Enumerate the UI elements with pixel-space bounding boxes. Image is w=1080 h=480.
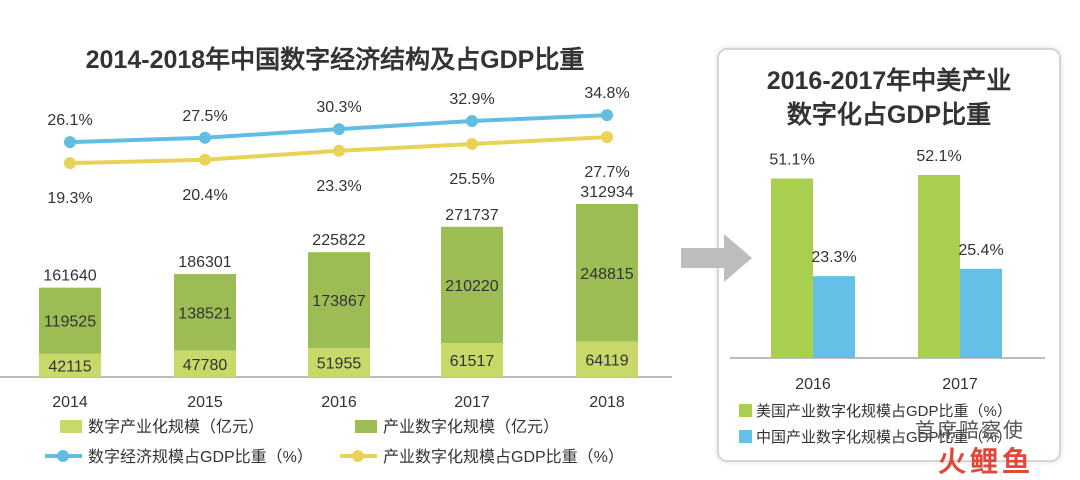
comparison-title-line-1: 2016-2017年中美产业 [766, 67, 1012, 95]
data-label-upper: 248815 [580, 266, 633, 283]
legend-label: 产业数字化规模占GDP比重（%） [383, 448, 624, 466]
legend-label: 中国产业数字化规模占GDP比重（%） [756, 429, 1012, 446]
line-data-label: 32.9% [449, 91, 494, 108]
bar-segment-digital-industrialization [441, 342, 503, 377]
bar-segment-digital-industrialization [39, 353, 101, 377]
watermark-line-2: 火鲤鱼 [938, 445, 1035, 478]
data-label-total: 161640 [43, 268, 96, 285]
line-point [601, 131, 613, 144]
line-data-label: 20.4% [182, 187, 227, 204]
legend-marker-blue [57, 450, 69, 462]
right-x-tick-label: 2017 [942, 376, 978, 393]
line-point [333, 123, 345, 136]
data-label-total: 186301 [178, 254, 231, 271]
watermark-line-1: 首席赔察使 [915, 418, 1025, 442]
legend-marker-yellow [352, 450, 364, 462]
bar-segment-industrial-digitization [174, 274, 236, 351]
legend-label: 产业数字化规模（亿元） [383, 418, 559, 436]
main-chart-title: 2014-2018年中国数字经济结构及占GDP比重 [85, 46, 585, 74]
bar-segment-digital-industrialization [576, 341, 638, 377]
bar-segment-industrial-digitization [441, 226, 503, 343]
bar-us-share [771, 178, 813, 358]
line-point [466, 115, 478, 128]
line-point [333, 144, 345, 157]
comparison-title-line-2: 数字化占GDP比重 [786, 101, 992, 129]
bar-segment-industrial-digitization [39, 287, 101, 354]
legend-swatch-china [739, 430, 752, 443]
x-tick-label: 2017 [454, 394, 490, 411]
legend-label: 数字经济规模占GDP比重（%） [88, 448, 313, 466]
bar-us-share [918, 175, 960, 358]
bar-china-share [960, 268, 1002, 358]
line-data-label: 19.3% [47, 190, 92, 207]
x-tick-label: 2014 [52, 394, 88, 411]
legend-swatch-us [739, 404, 752, 417]
line-point [466, 137, 478, 150]
line-point [64, 136, 76, 149]
line-point [601, 109, 613, 122]
data-label-total: 225822 [312, 232, 365, 249]
data-label-upper: 173867 [312, 293, 365, 310]
bar-segment-digital-industrialization [308, 348, 370, 377]
data-label-lower: 61517 [450, 353, 495, 370]
line-data-label: 26.1% [47, 112, 92, 129]
bar-segment-industrial-digitization [576, 204, 638, 342]
bar-data-label: 25.4% [958, 242, 1003, 259]
data-label-total: 312934 [580, 184, 633, 201]
line-data-label: 34.8% [584, 85, 629, 102]
arrow-icon [681, 234, 752, 282]
x-tick-label: 2018 [589, 394, 625, 411]
data-label-lower: 51955 [317, 356, 362, 373]
data-label-total: 271737 [445, 207, 498, 224]
legend-label: 美国产业数字化规模占GDP比重（%） [756, 403, 1012, 420]
bar-data-label: 51.1% [769, 152, 814, 169]
line-point [199, 131, 211, 144]
right-x-tick-label: 2016 [795, 376, 831, 393]
legend-swatch-digital-industrialization [60, 420, 82, 433]
bar-data-label: 23.3% [811, 249, 856, 266]
line-data-label: 27.7% [584, 164, 629, 181]
legend-label: 数字产业化规模（亿元） [88, 418, 264, 436]
bar-china-share [813, 276, 855, 358]
bar-segment-digital-industrialization [174, 350, 236, 377]
legend-swatch-industrial-digitization [355, 420, 377, 433]
line-point [64, 157, 76, 170]
comparison-chart-title: 2016-2017年中美产业 数字化占GDP比重 [717, 64, 1061, 132]
data-label-lower: 47780 [183, 357, 228, 374]
x-tick-label: 2015 [187, 394, 223, 411]
data-label-upper: 119525 [44, 314, 96, 331]
data-label-upper: 138521 [178, 305, 231, 322]
data-label-lower: 42115 [48, 358, 91, 375]
line-data-label: 25.5% [449, 171, 494, 188]
line-data-label: 30.3% [316, 99, 361, 116]
bar-data-label: 52.1% [916, 148, 961, 165]
x-tick-label: 2016 [321, 394, 357, 411]
line-data-label: 27.5% [182, 108, 227, 125]
line-data-label: 23.3% [316, 178, 361, 195]
data-label-upper: 210220 [445, 278, 498, 295]
line-point [199, 153, 211, 166]
bar-segment-industrial-digitization [308, 252, 370, 349]
data-label-lower: 64119 [585, 352, 628, 369]
